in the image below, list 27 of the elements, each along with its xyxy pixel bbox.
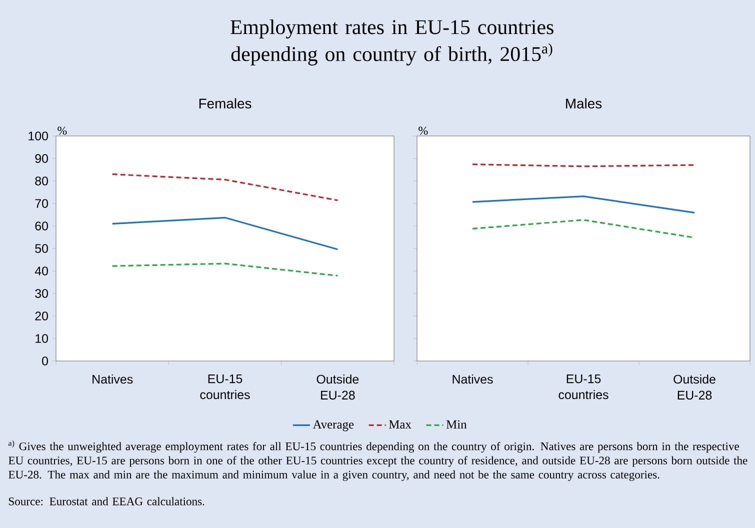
x-tick-label: Outside EU-28 (674, 374, 716, 400)
source-note: Source: Eurostat and EEAG calculations. (8, 497, 204, 506)
y-tick-label: 20 (35, 312, 48, 320)
x-tick-label: Natives (92, 374, 133, 384)
chart-title: Females (199, 98, 252, 108)
y-tick-label: 30 (35, 289, 48, 298)
y-tick-label: 0 (42, 356, 48, 366)
y-tick-label: 50 (35, 244, 48, 253)
legend-label: Max (388, 420, 412, 429)
chart-title: Males (566, 98, 602, 108)
y-tick-label: 90 (35, 154, 48, 163)
y-tick-label: 60 (35, 222, 48, 230)
y-axis-title: % (58, 126, 67, 135)
x-tick-label: Natives (452, 374, 493, 384)
y-axis-title: % (418, 126, 428, 135)
x-tick-label: EU-15 countries (558, 374, 608, 400)
y-tick-label: 70 (35, 199, 48, 208)
legend-label: Average (312, 420, 354, 432)
y-tick-label: 40 (34, 266, 48, 276)
x-tick-label: EU-15 countries (200, 374, 250, 400)
y-tick-label: 100 (28, 132, 48, 140)
y-tick-label: 10 (36, 334, 48, 343)
x-tick-label: Outside EU-28 (316, 374, 359, 400)
text: $^{a)}$ Gives the unweighted average employment rates for all EU-15 countries depending on the country of origin. Natives are persons born in the respective EU countries, EU-15 are persons born in one of the other EU-15 countries except the country of residence, and outside EU-28 are persons born outside the EU-28. The max and min are the maximum and minimum value in a given country, and need not be the same country across categories. (8, 440, 748, 481)
text: Employment rates in EU-15 countries depending on country of birth, 2015$^{a)}$ (230, 20, 554, 66)
y-tick-label: 80 (35, 176, 48, 186)
legend-label: Min (446, 420, 467, 429)
